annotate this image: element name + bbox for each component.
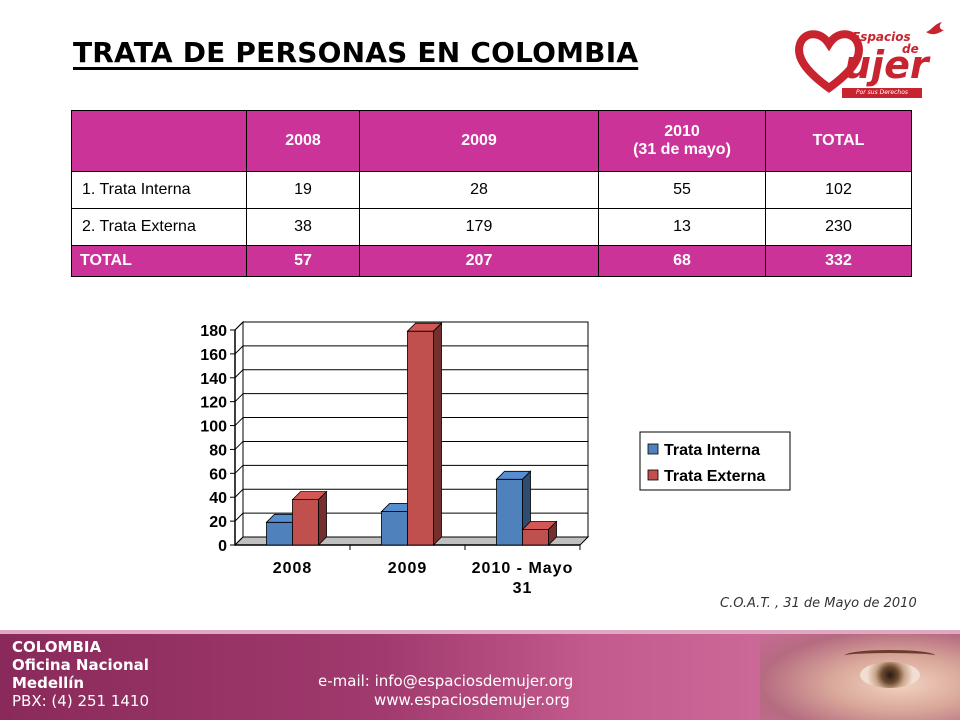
gridline-depth <box>234 321 244 331</box>
x-tick-label: 31 <box>513 580 533 597</box>
y-tick-label: 40 <box>209 490 227 507</box>
total-2008: 57 <box>246 245 360 277</box>
table-header-2010-note: (31 de mayo) <box>633 141 731 158</box>
trafficking-table: 2008 2009 2010 (31 de mayo) TOTAL 1. Tra… <box>71 110 912 277</box>
eyebrow-shape <box>845 650 935 661</box>
bar <box>407 330 434 546</box>
row-label: 2. Trata Externa <box>71 208 247 246</box>
page-title: TRATA DE PERSONAS EN COLOMBIA <box>73 36 639 69</box>
bar <box>381 511 408 546</box>
cell-2009: 28 <box>359 171 599 209</box>
bar-chart: 0 20 40 60 80 100 120 140 160 180 2008 2009 2010 - M… <box>200 320 791 597</box>
table-header-2009: 2009 <box>359 110 599 172</box>
bar <box>522 529 549 546</box>
table-row: 2. Trata Externa 38 179 13 230 <box>71 208 912 246</box>
y-tick-label: 100 <box>200 419 227 436</box>
legend-box <box>639 431 791 491</box>
table-header-row: 2008 2009 2010 (31 de mayo) TOTAL <box>71 110 912 172</box>
total-label: TOTAL <box>71 245 247 277</box>
legend-label: Trata Externa <box>664 468 765 485</box>
y-tick-label: 0 <box>218 538 227 555</box>
footer-email-link[interactable]: e-mail: info@espaciosdemujer.org <box>318 672 574 690</box>
cell-2008: 38 <box>246 208 360 246</box>
espacios-de-mujer-logo: Espacios de ujer Por sus Derechos <box>790 18 950 100</box>
y-tick-label: 120 <box>200 395 227 412</box>
legend-label: Trata Interna <box>664 442 760 459</box>
table-header-2010-year: 2010 <box>664 123 700 140</box>
y-tick-label: 180 <box>200 323 227 340</box>
x-tick-label: 2010 - Mayo <box>472 560 574 577</box>
eye-shape <box>860 662 920 688</box>
cell-2010: 55 <box>598 171 766 209</box>
legend-swatch <box>647 469 659 481</box>
gridline-depth <box>234 345 244 355</box>
bar <box>292 499 319 546</box>
bar-side <box>433 322 442 546</box>
footer-banner: COLOMBIA Oficina Nacional Medellín PBX: … <box>0 630 960 720</box>
chart-side-wall <box>234 320 244 547</box>
total-2009: 207 <box>359 245 599 277</box>
logo-word-mujer: ujer <box>844 43 929 87</box>
footer-phone: PBX: (4) 251 1410 <box>12 692 150 710</box>
table-header-empty <box>71 110 247 172</box>
gridline-depth <box>234 464 244 474</box>
gridline-depth <box>234 441 244 450</box>
table-row: 1. Trata Interna 19 28 55 102 <box>71 171 912 209</box>
y-tick-label: 60 <box>209 466 227 483</box>
cell-2008: 19 <box>246 171 360 209</box>
gridline-depth <box>234 393 244 403</box>
bird-icon <box>926 22 944 35</box>
bar-side <box>548 520 557 546</box>
bar <box>496 478 523 546</box>
table-header-2010: 2010 (31 de mayo) <box>598 110 766 172</box>
logo-word-de: de <box>902 42 919 56</box>
footer-top-strip <box>0 630 960 634</box>
cell-2009: 179 <box>359 208 599 246</box>
cell-2010: 13 <box>598 208 766 246</box>
bar <box>266 521 293 546</box>
bar-side <box>318 490 327 546</box>
table-total-row: TOTAL 57 207 68 332 <box>71 245 912 277</box>
gridline-depth <box>234 369 244 379</box>
cell-total: 102 <box>765 171 912 209</box>
gridline-depth <box>234 417 244 426</box>
footer-web-link[interactable]: www.espaciosdemujer.org <box>374 691 570 709</box>
total-2010: 68 <box>598 245 766 277</box>
y-tick-label: 20 <box>209 514 227 531</box>
gridline-depth <box>234 512 244 522</box>
y-tick-label: 80 <box>209 442 227 459</box>
footer-contact: COLOMBIA Oficina Nacional Medellín PBX: … <box>12 638 149 710</box>
footer-city: Medellín <box>12 674 85 692</box>
cell-total: 230 <box>765 208 912 246</box>
gridline-depth <box>234 536 244 546</box>
logo-word-espacios: Espacios <box>852 30 911 44</box>
row-label: 1. Trata Interna <box>71 171 247 209</box>
y-tick-label: 140 <box>200 371 227 388</box>
logo-tagline: Por sus Derechos <box>842 88 922 98</box>
x-tick-label: 2008 <box>273 560 313 577</box>
source-citation: C.O.A.T. , 31 de Mayo de 2010 <box>720 596 917 611</box>
x-tick-label: 2009 <box>388 560 428 577</box>
footer-country: COLOMBIA <box>12 638 102 656</box>
footer-office: Oficina Nacional <box>12 656 149 674</box>
total-total: 332 <box>765 245 912 277</box>
gridline-depth <box>234 488 244 498</box>
table-header-2008: 2008 <box>246 110 360 172</box>
table-header-total: TOTAL <box>765 110 912 172</box>
footer-links: e-mail: info@espaciosdemujer.org www.esp… <box>318 672 573 710</box>
y-tick-label: 160 <box>200 347 227 364</box>
heart-logo-icon <box>795 30 863 93</box>
legend-swatch <box>647 443 659 455</box>
